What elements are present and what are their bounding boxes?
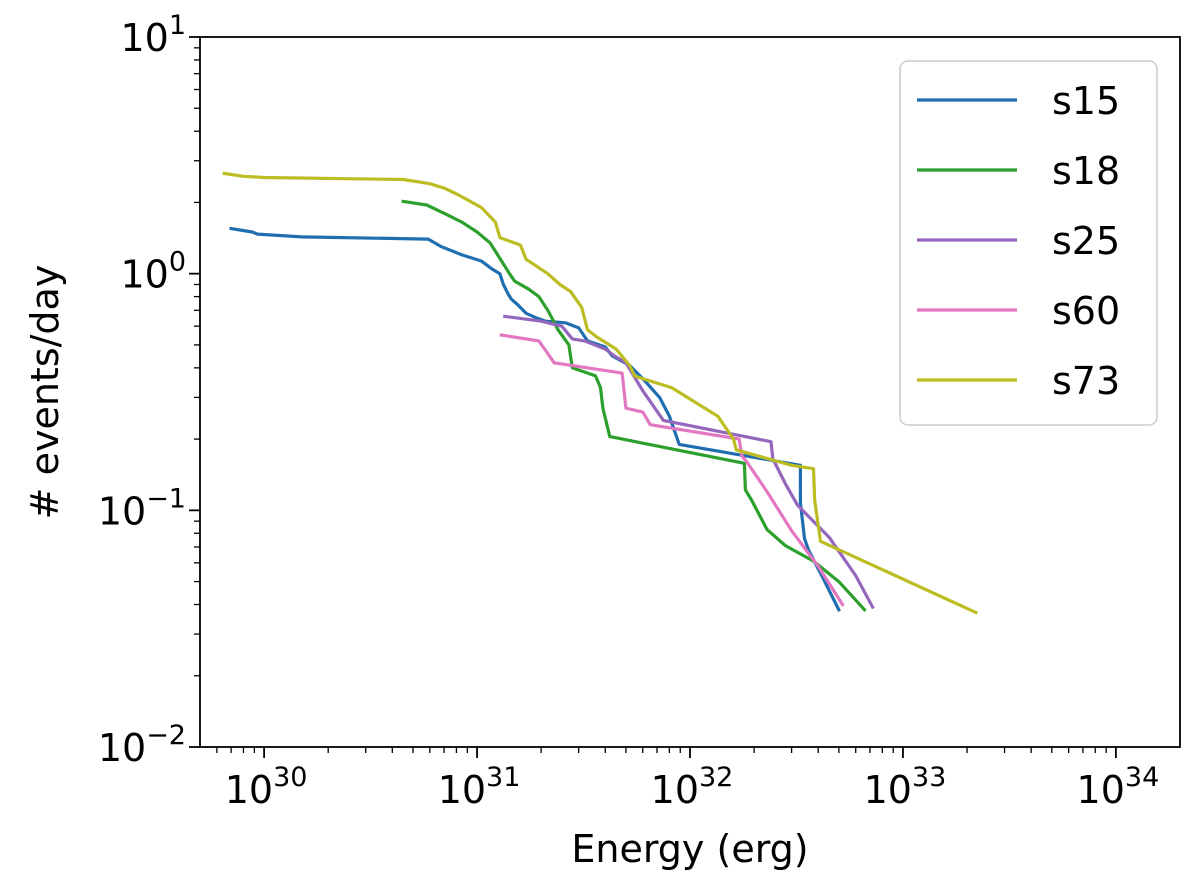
y-tick-base: 10 — [120, 253, 168, 297]
x-tick-base: 10 — [225, 768, 273, 812]
legend-label-s25: s25 — [1052, 219, 1120, 263]
x-tick-base: 10 — [1077, 768, 1125, 812]
series-line-s25 — [503, 314, 875, 610]
series-line-s18 — [401, 199, 867, 613]
y-tick-label: 100 — [120, 247, 186, 297]
minor-ticks — [194, 47, 1107, 753]
y-tick-exponent: 1 — [169, 10, 186, 41]
x-tick-label: 1031 — [438, 762, 521, 812]
y-tick-label: 101 — [120, 10, 186, 60]
legend-label-s73: s73 — [1052, 359, 1120, 403]
major-ticks — [189, 36, 1117, 758]
y-tick-base: 10 — [98, 726, 146, 770]
x-tick-exponent: 34 — [1125, 762, 1159, 793]
series-layer — [222, 171, 979, 615]
x-tick-exponent: 30 — [273, 762, 307, 793]
legend: s15 s18 s25 s60 s73 — [899, 60, 1158, 426]
legend-frame — [899, 60, 1158, 426]
x-tick-exponent: 31 — [486, 762, 520, 793]
y-tick-base: 10 — [98, 489, 146, 533]
plot-frame — [199, 36, 1181, 748]
x-axis-title: Energy (erg) — [571, 827, 808, 871]
y-tick-base: 10 — [120, 16, 168, 60]
y-tick-label: 10−2 — [98, 720, 186, 770]
y-tick-exponent: −1 — [146, 483, 186, 514]
x-tick-label: 1033 — [864, 762, 947, 812]
x-tick-exponent: 32 — [699, 762, 733, 793]
legend-label-s15: s15 — [1052, 79, 1120, 123]
x-tick-label: 1034 — [1077, 762, 1160, 812]
x-tick-label: 1030 — [225, 762, 308, 812]
x-tick-base: 10 — [864, 768, 912, 812]
x-tick-label: 1032 — [651, 762, 734, 812]
series-line-s73 — [222, 171, 979, 615]
legend-label-s60: s60 — [1052, 289, 1120, 333]
y-axis-title: # events/day — [23, 265, 67, 520]
y-tick-exponent: 0 — [169, 247, 186, 278]
x-tick-exponent: 33 — [912, 762, 946, 793]
y-tick-label: 10−1 — [98, 483, 186, 533]
series-line-s60 — [499, 333, 845, 607]
y-tick-exponent: −2 — [146, 720, 186, 751]
x-tick-base: 10 — [651, 768, 699, 812]
legend-label-s18: s18 — [1052, 149, 1120, 193]
x-tick-base: 10 — [438, 768, 486, 812]
